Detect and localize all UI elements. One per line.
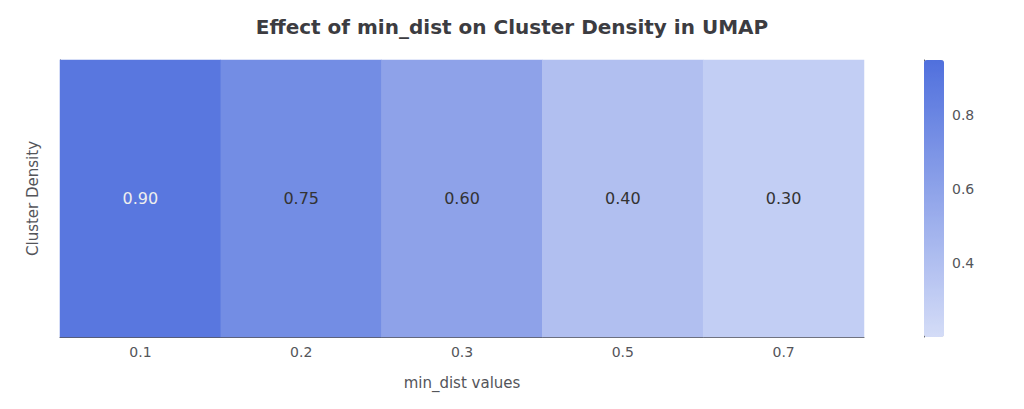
svg-text:0.2: 0.2 xyxy=(290,344,312,360)
svg-text:0.75: 0.75 xyxy=(283,189,319,208)
svg-text:0.5: 0.5 xyxy=(612,344,634,360)
svg-text:0.3: 0.3 xyxy=(451,344,473,360)
svg-text:0.7: 0.7 xyxy=(772,344,794,360)
svg-text:0.40: 0.40 xyxy=(605,189,641,208)
svg-text:0.1: 0.1 xyxy=(129,344,151,360)
svg-text:Cluster Density: Cluster Density xyxy=(24,141,42,256)
svg-text:0.8: 0.8 xyxy=(952,107,974,123)
svg-text:0.6: 0.6 xyxy=(952,181,974,197)
svg-text:0.4: 0.4 xyxy=(952,255,974,271)
svg-text:min_dist values: min_dist values xyxy=(404,374,521,393)
svg-text:0.30: 0.30 xyxy=(766,189,802,208)
svg-text:0.60: 0.60 xyxy=(444,189,480,208)
svg-text:0.90: 0.90 xyxy=(123,189,159,208)
svg-text:Effect of min_dist on Cluster: Effect of min_dist on Cluster Density in… xyxy=(256,15,768,39)
